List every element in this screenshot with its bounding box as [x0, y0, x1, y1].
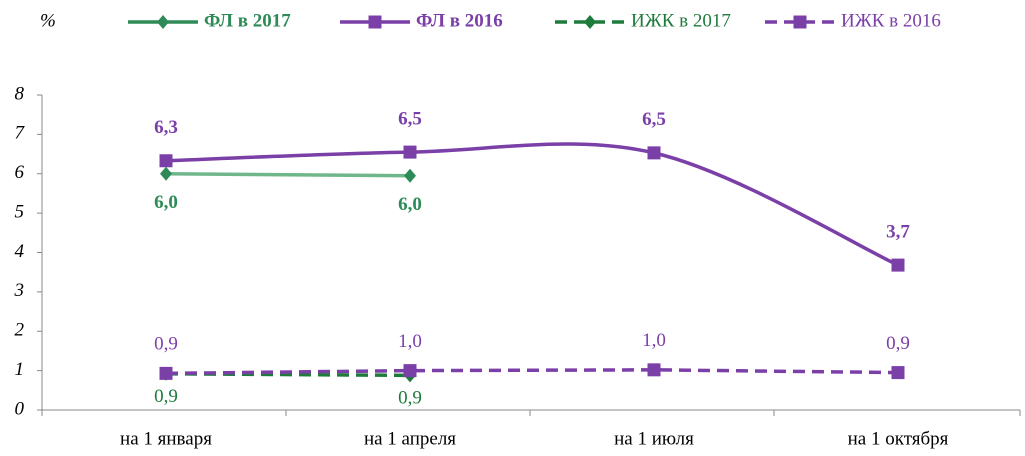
series-line — [165, 142, 899, 267]
data-label: 6,3 — [154, 117, 178, 138]
data-label: 6,5 — [642, 109, 666, 130]
data-label: 0,9 — [154, 386, 178, 407]
data-label: 6,5 — [398, 108, 422, 129]
data-label: 0,9 — [886, 333, 910, 354]
x-tick-label: на 1 июля — [614, 428, 694, 449]
data-point — [160, 166, 172, 181]
data-point — [159, 154, 173, 168]
legend-label: ФЛ в 2016 — [416, 10, 503, 31]
y-tick-label: 2 — [15, 320, 25, 341]
data-label: 1,0 — [398, 331, 422, 352]
data-point — [891, 258, 905, 272]
data-point — [159, 366, 173, 380]
legend-label: ФЛ в 2017 — [204, 10, 291, 31]
y-tick-label: 3 — [14, 280, 25, 301]
data-label: 1,0 — [642, 330, 666, 351]
legend-marker — [584, 15, 596, 29]
data-label: 3,7 — [886, 221, 910, 242]
data-label: 6,0 — [154, 192, 178, 213]
y-tick-label: 6 — [15, 162, 25, 183]
y-tick-label: 0 — [15, 398, 25, 419]
y-tick-label: 5 — [15, 201, 25, 222]
series-line — [165, 368, 899, 376]
legend-marker — [793, 15, 807, 29]
data-point — [891, 366, 905, 380]
legend-label: ИЖК в 2016 — [841, 10, 941, 31]
data-point — [403, 364, 417, 378]
legend-label: ИЖК в 2017 — [631, 10, 731, 31]
data-point — [647, 363, 661, 377]
series-line — [165, 172, 411, 178]
data-point — [403, 145, 417, 159]
data-label: 0,9 — [154, 334, 178, 355]
data-point — [404, 168, 416, 183]
y-tick-label: 1 — [15, 359, 25, 380]
y-tick-label: 7 — [15, 123, 26, 144]
y-tick-label: 4 — [15, 241, 25, 262]
data-label: 0,9 — [398, 388, 422, 409]
x-tick-label: на 1 января — [120, 428, 212, 449]
y-tick-label: 8 — [15, 83, 25, 104]
data-point — [647, 146, 661, 160]
legend-marker — [157, 15, 169, 29]
x-tick-label: на 1 апреля — [364, 428, 456, 449]
data-label: 6,0 — [398, 194, 422, 215]
x-tick-label: на 1 октября — [848, 428, 949, 449]
series-line — [165, 372, 411, 378]
y-axis-label: % — [40, 10, 56, 31]
legend-marker — [368, 15, 382, 29]
